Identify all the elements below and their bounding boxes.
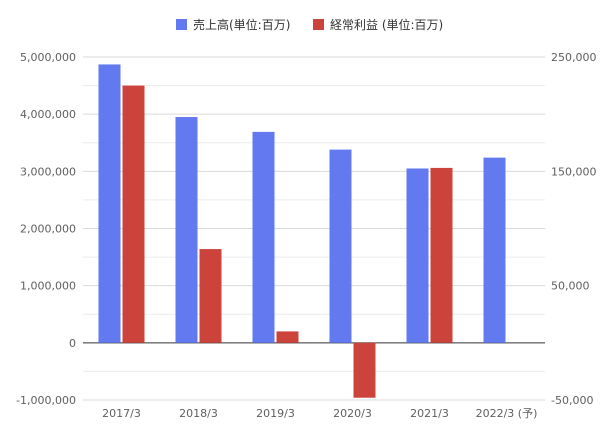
bar-ordinary-profit-0 bbox=[122, 85, 145, 343]
category-label: 2017/3 bbox=[102, 407, 141, 420]
left-tick-label: 0 bbox=[69, 337, 76, 350]
left-axis: 5,000,000 4,000,000 3,000,000 2,000,000 1,00… bbox=[16, 51, 76, 407]
category-label: 2019/3 bbox=[256, 407, 295, 420]
bar-ordinary-profit-3 bbox=[353, 342, 376, 398]
bar-ordinary-profit-2 bbox=[276, 331, 299, 343]
right-tick-label: 50,000 bbox=[551, 280, 590, 293]
left-tick-label: 5,000,000 bbox=[20, 51, 76, 64]
right-tick-label: -50,000 bbox=[551, 394, 593, 407]
bar-ordinary-profit-4 bbox=[430, 167, 453, 343]
left-tick-label: 4,000,000 bbox=[20, 108, 76, 121]
bar-sales-5 bbox=[483, 157, 506, 343]
category-label: 2020/3 bbox=[333, 407, 372, 420]
right-axis: 250,000 150,000 50,000 -50,000 bbox=[551, 51, 597, 407]
legend-swatch-1 bbox=[313, 19, 324, 30]
left-tick-label: -1,000,000 bbox=[16, 394, 76, 407]
left-tick-label: 3,000,000 bbox=[20, 165, 76, 178]
legend-label-0: 売上高(単位:百万) bbox=[193, 17, 290, 32]
right-tick-label: 150,000 bbox=[551, 165, 597, 178]
bar-sales-3 bbox=[329, 149, 352, 343]
category-label: 2021/3 bbox=[410, 407, 449, 420]
gridlines bbox=[83, 56, 545, 401]
category-label: 2018/3 bbox=[179, 407, 218, 420]
left-tick-label: 1,000,000 bbox=[20, 280, 76, 293]
x-axis: 2017/3 2018/3 2019/3 2020/3 2021/3 2022/3 (予) bbox=[102, 407, 537, 420]
bar-sales-1 bbox=[175, 117, 198, 343]
legend-label-1: 経常利益 (単位:百万) bbox=[330, 17, 443, 32]
category-label: 2022/3 (予) bbox=[476, 407, 538, 420]
left-tick-label: 2,000,000 bbox=[20, 223, 76, 236]
legend-swatch-0 bbox=[176, 19, 187, 30]
bar-ordinary-profit-1 bbox=[199, 249, 222, 343]
legend: 売上高(単位:百万) 経常利益 (単位:百万) bbox=[176, 17, 443, 32]
bar-sales-0 bbox=[98, 64, 121, 343]
right-tick-label: 250,000 bbox=[551, 51, 597, 64]
bars bbox=[98, 64, 506, 398]
bar-sales-4 bbox=[406, 168, 429, 343]
bar-sales-2 bbox=[252, 131, 275, 343]
